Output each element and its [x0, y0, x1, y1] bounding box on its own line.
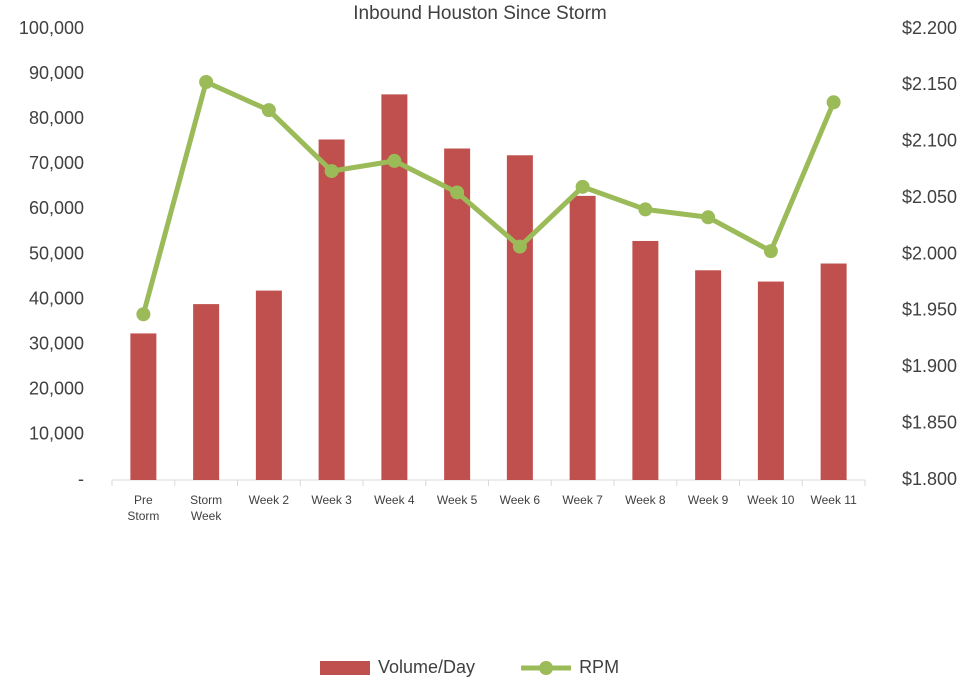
line-marker — [324, 164, 339, 179]
x-tick-label: Week 10 — [747, 493, 795, 507]
y2-tick-label: $1.900 — [902, 356, 957, 376]
line-marker — [638, 202, 653, 217]
legend-swatch — [539, 661, 554, 675]
bar — [506, 155, 533, 480]
line-marker — [575, 179, 590, 194]
bar — [130, 333, 157, 480]
line-marker — [512, 239, 527, 254]
x-tick-label: Week 5 — [436, 493, 478, 507]
y-tick-label: 40,000 — [29, 288, 84, 308]
bar — [255, 290, 282, 480]
x-tick-label: Week 7 — [562, 493, 603, 507]
y-tick-label: 30,000 — [29, 333, 84, 353]
line-marker — [826, 95, 841, 110]
x-tick-label: Week 2 — [248, 493, 290, 507]
bar — [381, 94, 408, 481]
line-marker — [136, 307, 151, 322]
bar — [569, 195, 596, 480]
y-tick-label: 60,000 — [29, 198, 84, 218]
y-tick-label: 80,000 — [29, 108, 84, 128]
line-marker — [763, 244, 778, 259]
y2-tick-label: $2.100 — [902, 131, 957, 151]
y-tick-label: 90,000 — [29, 63, 84, 83]
y2-tick-label: $1.950 — [902, 300, 957, 320]
bar — [820, 263, 847, 480]
bar — [444, 148, 471, 480]
bar — [632, 240, 659, 480]
y2-tick-label: $1.800 — [902, 469, 957, 489]
chart-title: Inbound Houston Since Storm — [353, 3, 607, 24]
y2-tick-label: $2.050 — [902, 187, 957, 207]
y-tick-label: 100,000 — [19, 18, 84, 38]
x-tick-label: Week 6 — [499, 493, 541, 507]
bar — [757, 281, 784, 480]
legend-label: RPM — [579, 657, 619, 677]
line-marker — [199, 74, 214, 89]
x-tick-label: Week 8 — [625, 493, 666, 507]
x-tick-label: Week 11 — [810, 493, 857, 507]
y2-tick-label: $2.150 — [902, 74, 957, 94]
y2-tick-label: $1.850 — [902, 412, 957, 432]
x-tick-label: Week 3 — [311, 493, 352, 507]
y2-tick-label: $2.000 — [902, 243, 957, 263]
x-tick-label: Week 4 — [374, 493, 415, 507]
legend-swatch — [320, 661, 370, 675]
y2-tick-label: $2.200 — [902, 18, 957, 38]
x-tick-label: Week 9 — [687, 493, 729, 507]
line — [140, 79, 836, 315]
line-marker — [701, 210, 716, 225]
x-tick-label: Pre Storm — [127, 493, 160, 523]
line-marker — [261, 103, 276, 118]
y-tick-label: 70,000 — [29, 153, 84, 173]
bar — [193, 304, 220, 480]
y-tick-label: - — [78, 469, 84, 489]
y-tick-label: 10,000 — [29, 424, 84, 444]
line-marker — [387, 153, 402, 168]
legend-label: Volume/Day — [378, 657, 475, 677]
x-tick-label: Storm Week — [190, 493, 223, 523]
y-tick-label: 50,000 — [29, 243, 84, 263]
bar — [318, 139, 345, 480]
bar — [695, 270, 722, 480]
line-marker — [450, 185, 465, 200]
y-tick-label: 20,000 — [29, 379, 84, 399]
